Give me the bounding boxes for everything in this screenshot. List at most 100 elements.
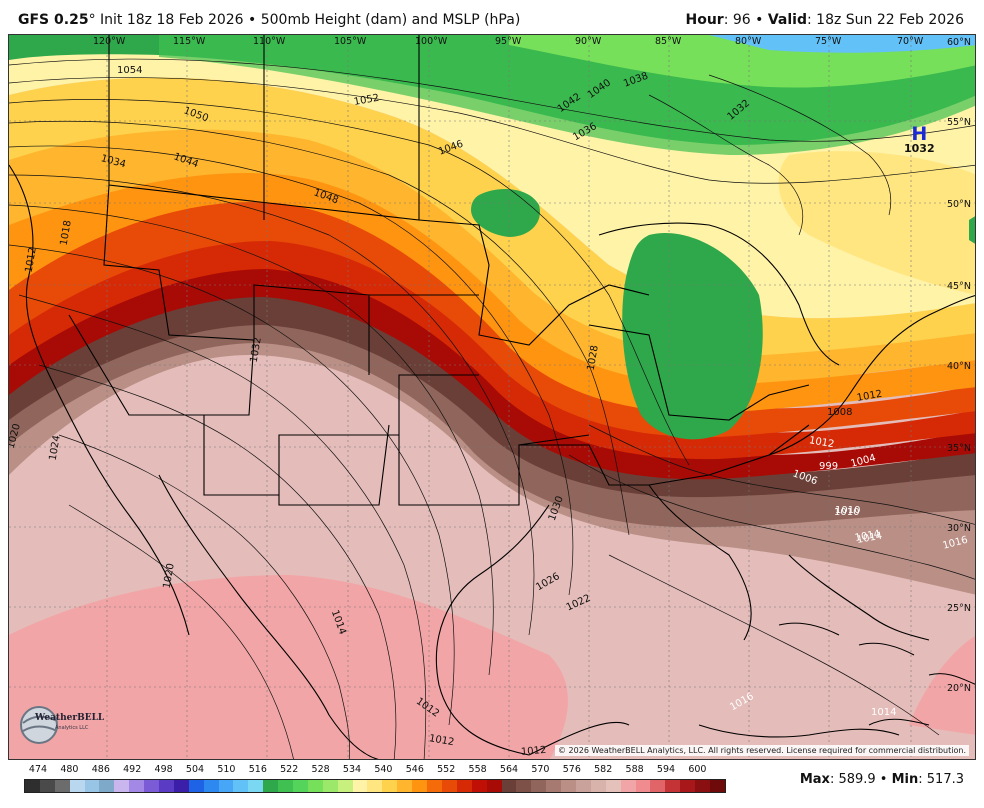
legend-color-swatch [129,780,145,792]
legend-color-swatch [695,780,710,792]
high-pressure-symbol: H [911,123,928,145]
legend-color-swatch [412,780,428,792]
legend-color-swatch [218,780,234,792]
isobar-label: 1014 [871,707,897,718]
degree-symbol: ° [88,12,96,28]
min-label: Min [891,772,919,787]
longitude-label: 90°W [575,36,602,47]
cutoff-low-east-edge [969,216,975,244]
isobar-label: 1008 [827,407,853,418]
legend-color-swatch [680,780,696,792]
hour-label: Hour [685,12,724,28]
longitude-label: 100°W [415,36,448,47]
legend-tick-label: 480 [60,764,79,775]
legend-color-swatch [665,780,681,792]
max-value: : 589.9 • [829,772,892,787]
latitude-label: 55°N [947,117,971,128]
legend-color-swatch [263,780,279,792]
legend-color-swatch [427,780,442,792]
legend-color-swatch [441,780,457,792]
height-band-588-east [909,636,975,735]
valid-time: Hour: 96 • Valid: 18z Sun 22 Feb 2026 [686,12,965,28]
min-value: : 517.3 [918,772,964,787]
legend-color-swatch [69,780,85,792]
latitude-label: 50°N [947,199,971,210]
longitude-label: 85°W [655,36,682,47]
legend-color-swatch [620,780,636,792]
legend-color-swatch [248,780,264,792]
legend-tick-label: 492 [123,764,142,775]
longitude-label: 105°W [334,36,367,47]
longitude-label: 110°W [253,36,286,47]
logo-subtext: Analytics LLC [55,725,89,731]
color-legend: 474 480 486 492 498 504 510 516 522 528 534 540 546 5… [24,764,726,794]
legend-color-swatch [159,780,174,792]
high-pressure-marker: H 1032 [904,123,935,155]
weather-map: 120°W 115°W 110°W 105°W 100°W 95°W 90°W 85°W 80°… [8,34,976,760]
legend-color-swatch [456,780,472,792]
graticule [9,35,975,759]
isobar-label: 1012 [520,744,547,758]
legend-tick-label: 582 [594,764,613,775]
legend-color-swatch [352,780,368,792]
max-label: Max [799,772,830,787]
longitude-label: 95°W [495,36,522,47]
legend-tick-label: 504 [185,764,205,775]
political-borders [9,35,975,759]
longitude-label: 115°W [173,36,206,47]
isobar-label: 999 [819,461,839,472]
legend-color-swatch [650,780,666,792]
longitude-label: 120°W [93,36,126,47]
legend-color-swatch [278,780,294,792]
legend-color-swatch [575,780,591,792]
legend-tick-labels: 474 480 486 492 498 504 510 516 522 528 534 540 546 5… [24,764,707,777]
legend-tick-label: 552 [437,764,456,775]
map-canvas [9,35,975,759]
height-band-498 [709,35,975,53]
legend-tick-label: 528 [311,764,330,775]
legend-color-swatch [203,780,219,792]
legend-color-swatch [233,780,249,792]
cutoff-low-dakotas [471,189,540,237]
legend-color-swatch [293,780,308,792]
legend-tick-label: 564 [499,764,519,775]
legend-color-swatch [501,780,517,792]
latitude-label: 40°N [947,361,971,372]
legend-color-swatch [635,780,651,792]
copyright-notice: © 2026 WeatherBELL Analytics, LLC. All r… [555,745,969,756]
legend-color-swatch [367,780,383,792]
legend-tick-label: 534 [342,764,362,775]
legend-color-bar [24,779,726,793]
legend-color-swatch [709,780,725,792]
logo-text: WeatherBELL [35,713,105,723]
legend-tick-label: 522 [280,764,299,775]
weatherbell-logo: WeatherBELL Analytics LLC [15,701,107,745]
legend-color-swatch [54,780,70,792]
legend-tick-label: 558 [468,764,487,775]
legend-tick-label: 594 [656,764,676,775]
legend-color-swatch [605,780,621,792]
legend-color-swatch [39,780,55,792]
legend-tick-label: 570 [531,764,550,775]
height-band-588 [9,575,568,759]
latitude-label: 35°N [947,443,971,454]
isobar-label: 1054 [117,65,143,76]
legend-color-swatch [397,780,413,792]
legend-color-swatch [84,780,100,792]
legend-tick-label: 510 [217,764,236,775]
legend-color-swatch [114,780,130,792]
cutoff-low-great-lakes [622,233,763,440]
legend-color-swatch [516,780,532,792]
chart-title: GFS 0.25° Init 18z 18 Feb 2026 • 500mb H… [18,12,520,28]
legend-color-swatch [307,780,323,792]
legend-tick-label: 588 [625,764,644,775]
legend-tick-label: 540 [374,764,393,775]
legend-color-swatch [144,780,160,792]
legend-color-swatch [99,780,115,792]
legend-color-swatch [590,780,606,792]
isobar-label: 1010 [835,505,861,516]
legend-color-swatch [561,780,576,792]
legend-tick-label: 576 [562,764,581,775]
isobar-lines [9,58,975,759]
field-stats: Max: 589.9 • Min: 517.3 [800,772,964,787]
